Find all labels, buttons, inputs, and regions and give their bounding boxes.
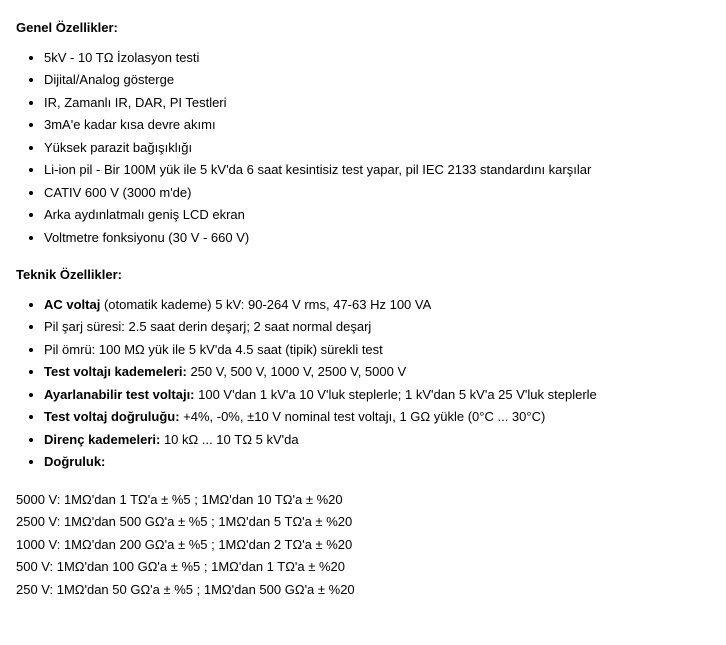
- technical-features-heading: Teknik Özellikler:: [16, 265, 710, 285]
- list-item: Test voltaj doğruluğu: +4%, -0%, ±10 V n…: [44, 407, 710, 427]
- list-item: 5kV - 10 TΩ İzolasyon testi: [44, 48, 710, 68]
- list-item: Pil şarj süresi: 2.5 saat derin deşarj; …: [44, 317, 710, 337]
- accuracy-line: 500 V: 1MΩ'dan 100 GΩ'a ± %5 ; 1MΩ'dan 1…: [16, 557, 710, 577]
- list-item: 3mA'e kadar kısa devre akımı: [44, 115, 710, 135]
- list-item: Arka aydınlatmalı geniş LCD ekran: [44, 205, 710, 225]
- spec-value: 100 V'dan 1 kV'a 10 V'luk steplerle; 1 k…: [195, 387, 597, 402]
- list-item: Doğruluk:: [44, 452, 710, 472]
- spec-label: Direnç kademeleri:: [44, 432, 160, 447]
- spec-value: (otomatik kademe) 5 kV: 90-264 V rms, 47…: [100, 297, 431, 312]
- list-item: Ayarlanabilir test voltajı: 100 V'dan 1 …: [44, 385, 710, 405]
- list-item: Test voltajı kademeleri: 250 V, 500 V, 1…: [44, 362, 710, 382]
- spec-value: 250 V, 500 V, 1000 V, 2500 V, 5000 V: [187, 364, 406, 379]
- spec-label: Ayarlanabilir test voltajı:: [44, 387, 195, 402]
- technical-features-list: AC voltaj (otomatik kademe) 5 kV: 90-264…: [16, 295, 710, 472]
- accuracy-line: 5000 V: 1MΩ'dan 1 TΩ'a ± %5 ; 1MΩ'dan 10…: [16, 490, 710, 510]
- list-item: Voltmetre fonksiyonu (30 V - 660 V): [44, 228, 710, 248]
- list-item: Yüksek parazit bağışıklığı: [44, 138, 710, 158]
- spec-label: AC voltaj: [44, 297, 100, 312]
- accuracy-section: 5000 V: 1MΩ'dan 1 TΩ'a ± %5 ; 1MΩ'dan 10…: [16, 490, 710, 600]
- list-item: Dijital/Analog gösterge: [44, 70, 710, 90]
- accuracy-line: 1000 V: 1MΩ'dan 200 GΩ'a ± %5 ; 1MΩ'dan …: [16, 535, 710, 555]
- general-features-list: 5kV - 10 TΩ İzolasyon testi Dijital/Anal…: [16, 48, 710, 248]
- accuracy-line: 250 V: 1MΩ'dan 50 GΩ'a ± %5 ; 1MΩ'dan 50…: [16, 580, 710, 600]
- list-item: CATIV 600 V (3000 m'de): [44, 183, 710, 203]
- list-item: Pil ömrü: 100 MΩ yük ile 5 kV'da 4.5 saa…: [44, 340, 710, 360]
- spec-value: +4%, -0%, ±10 V nominal test voltajı, 1 …: [180, 409, 546, 424]
- accuracy-line: 2500 V: 1MΩ'dan 500 GΩ'a ± %5 ; 1MΩ'dan …: [16, 512, 710, 532]
- spec-label: Test voltaj doğruluğu:: [44, 409, 180, 424]
- list-item: Direnç kademeleri: 10 kΩ ... 10 TΩ 5 kV'…: [44, 430, 710, 450]
- list-item: IR, Zamanlı IR, DAR, PI Testleri: [44, 93, 710, 113]
- list-item: AC voltaj (otomatik kademe) 5 kV: 90-264…: [44, 295, 710, 315]
- spec-label: Doğruluk:: [44, 454, 105, 469]
- spec-value: 10 kΩ ... 10 TΩ 5 kV'da: [160, 432, 298, 447]
- spec-label: Test voltajı kademeleri:: [44, 364, 187, 379]
- general-features-heading: Genel Özellikler:: [16, 18, 710, 38]
- list-item: Li-ion pil - Bir 100M yük ile 5 kV'da 6 …: [44, 160, 710, 180]
